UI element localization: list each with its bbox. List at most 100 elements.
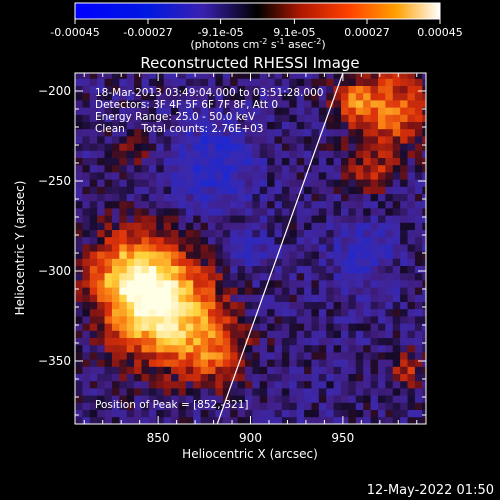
heatmap-cell: [156, 222, 165, 230]
heatmap-cell: [244, 143, 253, 151]
heatmap-cell: [208, 193, 216, 202]
heatmap-cell: [126, 150, 135, 158]
heatmap-cell: [407, 107, 416, 115]
heatmap-cell: [148, 359, 157, 367]
heatmap-cell: [252, 352, 261, 360]
plot-area: [75, 73, 426, 424]
heatmap-cell: [348, 128, 357, 137]
heatmap-cell: [89, 323, 98, 331]
heatmap-cell: [89, 330, 98, 338]
heatmap-cell: [414, 330, 423, 338]
heatmap-cell: [400, 208, 408, 216]
heatmap-cell: [156, 150, 165, 158]
heatmap-cell: [341, 164, 349, 173]
heatmap-cell: [111, 164, 120, 173]
heatmap-cell: [89, 114, 98, 122]
heatmap-cell: [156, 388, 165, 396]
heatmap-cell: [104, 229, 113, 238]
heatmap-cell: [82, 316, 91, 324]
heatmap-cell: [82, 395, 91, 403]
annotation-energy: Energy Range: 25.0 - 50.0 keV: [95, 111, 256, 123]
heatmap-cell: [281, 136, 290, 144]
heatmap-cell: [400, 200, 408, 209]
heatmap-cell: [156, 164, 165, 173]
heatmap-cell: [370, 172, 379, 180]
heatmap-cell: [274, 330, 283, 338]
heatmap-cell: [215, 409, 224, 418]
heatmap-cell: [348, 157, 357, 166]
heatmap-cell: [244, 128, 253, 137]
heatmap-cell: [134, 200, 142, 209]
heatmap-cell: [97, 388, 105, 396]
heatmap-cell: [163, 107, 172, 115]
heatmap-cell: [318, 337, 327, 346]
heatmap-cell: [200, 323, 209, 331]
heatmap-cell: [163, 150, 172, 158]
heatmap-cell: [385, 150, 394, 158]
heatmap-cell: [82, 172, 91, 180]
heatmap-cell: [422, 157, 426, 166]
heatmap-cell: [75, 121, 83, 130]
heatmap-cell: [222, 301, 231, 310]
heatmap-cell: [385, 186, 394, 194]
heatmap-cell: [355, 229, 364, 238]
heatmap-cell: [252, 193, 261, 202]
heatmap-cell: [289, 416, 298, 424]
heatmap-cell: [141, 373, 150, 382]
heatmap-cell: [355, 92, 364, 101]
heatmap-cell: [333, 143, 342, 151]
heatmap-cell: [422, 337, 426, 346]
heatmap-cell: [363, 308, 371, 317]
heatmap-cell: [311, 236, 320, 245]
heatmap-cell: [259, 229, 268, 238]
heatmap-cell: [237, 330, 246, 338]
heatmap-cell: [163, 186, 172, 194]
heatmap-cell: [163, 251, 172, 259]
heatmap-cell: [163, 222, 172, 230]
heatmap-cell: [104, 100, 113, 108]
heatmap-cell: [119, 150, 128, 158]
heatmap-cell: [318, 73, 327, 79]
heatmap-cell: [385, 222, 394, 230]
heatmap-cell: [304, 193, 312, 202]
heatmap-cell: [311, 186, 320, 194]
heatmap-cell: [341, 308, 349, 317]
heatmap-cell: [407, 143, 416, 151]
heatmap-cell: [422, 150, 426, 158]
heatmap-cell: [215, 265, 224, 274]
heatmap-cell: [230, 402, 238, 410]
heatmap-cell: [326, 294, 335, 302]
heatmap-cell: [156, 330, 165, 338]
heatmap-cell: [134, 402, 142, 410]
heatmap-cell: [341, 287, 349, 295]
heatmap-cell: [318, 200, 327, 209]
heatmap-cell: [193, 344, 202, 353]
heatmap-cell: [377, 222, 386, 230]
heatmap-cell: [318, 395, 327, 403]
heatmap-cell: [274, 143, 283, 151]
heatmap-cell: [215, 143, 224, 151]
heatmap-cell: [200, 373, 209, 382]
heatmap-cell: [222, 308, 231, 317]
heatmap-cell: [252, 308, 261, 317]
heatmap-cell: [111, 244, 120, 252]
heatmap-cell: [333, 388, 342, 396]
heatmap-cell: [377, 323, 386, 331]
heatmap-cell: [156, 380, 165, 389]
heatmap-cell: [267, 280, 275, 288]
heatmap-cell: [407, 172, 416, 180]
heatmap-cell: [119, 193, 128, 202]
heatmap-cell: [407, 395, 416, 403]
heatmap-cell: [363, 121, 371, 130]
heatmap-cell: [230, 186, 238, 194]
heatmap-cell: [97, 200, 105, 209]
heatmap-cell: [163, 301, 172, 310]
heatmap-cell: [200, 251, 209, 259]
heatmap-cell: [222, 244, 231, 252]
heatmap-cell: [193, 78, 202, 86]
heatmap-cell: [341, 380, 349, 389]
heatmap-cell: [126, 294, 135, 302]
heatmap-cell: [82, 186, 91, 194]
heatmap-cell: [244, 409, 253, 418]
heatmap-cell: [281, 179, 290, 187]
